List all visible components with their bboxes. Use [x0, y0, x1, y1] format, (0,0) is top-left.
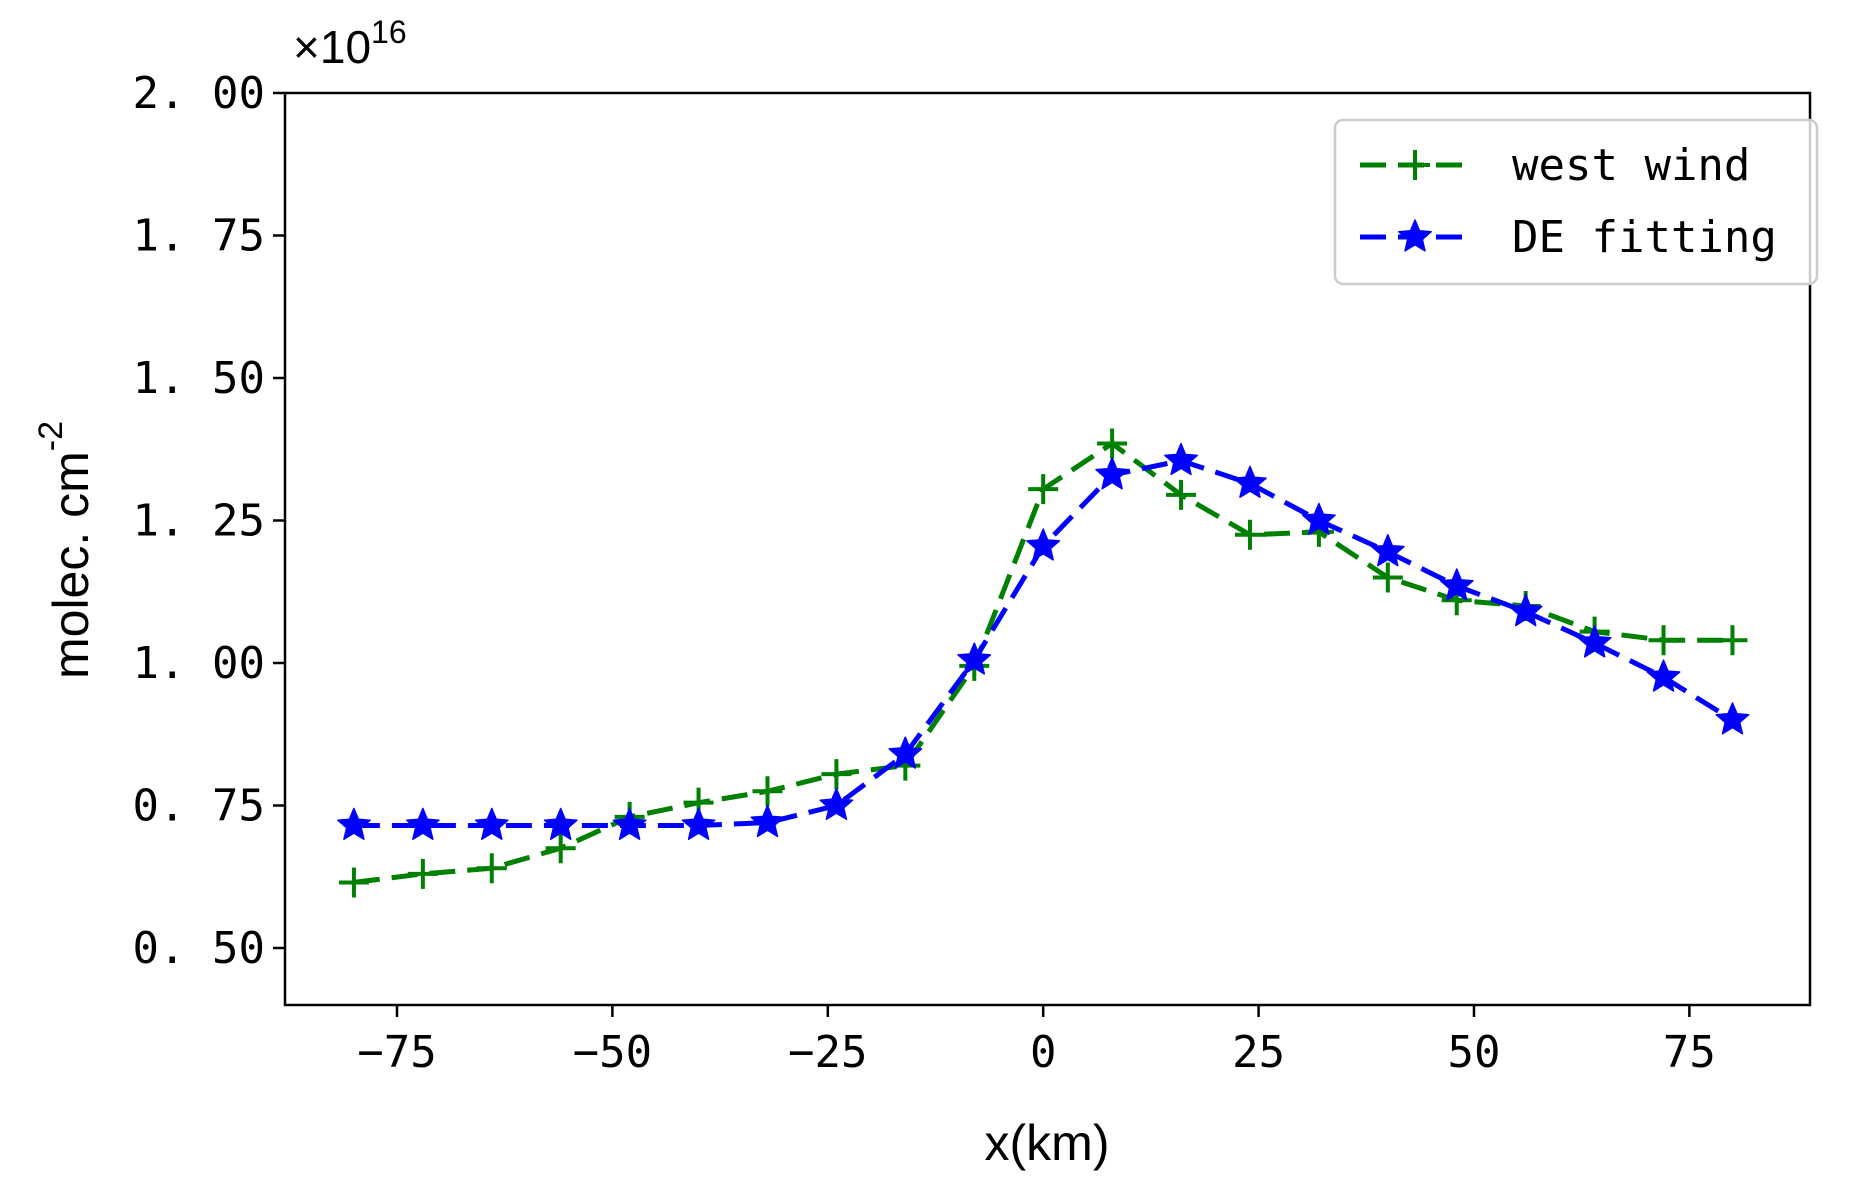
x-tick-label: −50: [573, 1027, 652, 1078]
y-tick-label: 2. 00: [133, 68, 265, 119]
data-point-de-fitting: [1233, 465, 1267, 498]
data-point-west-wind: [1648, 625, 1679, 656]
legend-entries: west wind DE fitting: [1360, 140, 1777, 263]
series-layer: [337, 428, 1750, 898]
x-axis-ticks: −75 −50 −25 0 25 50 75: [357, 1005, 1716, 1078]
data-point-west-wind: [1234, 519, 1265, 550]
y-tick-label: 0. 50: [133, 923, 265, 974]
data-point-de-fitting: [1646, 659, 1681, 692]
y-multiplier-exponent: 16: [371, 14, 407, 50]
y-tick-label: 1. 50: [133, 353, 265, 404]
x-tick-label: 50: [1447, 1027, 1500, 1078]
y-multiplier-base: ×10: [293, 21, 371, 73]
legend-marker-west-wind: [1400, 150, 1430, 180]
data-point-de-fitting: [337, 807, 371, 840]
data-point-de-fitting: [1715, 702, 1750, 735]
data-point-de-fitting: [957, 642, 992, 675]
y-axis-ticks: 0. 50 0. 75 1. 00 1. 25 1. 50 1. 75 2. 00: [133, 68, 285, 974]
data-point-west-wind: [1028, 474, 1059, 505]
data-point-de-fitting: [1095, 457, 1130, 490]
y-axis-label: molec. cm: [43, 451, 99, 679]
data-point-west-wind: [1372, 562, 1403, 593]
x-tick-label: −75: [357, 1027, 436, 1078]
data-point-west-wind: [545, 833, 576, 864]
data-point-west-wind: [1097, 428, 1128, 459]
y-tick-label: 1. 25: [133, 496, 265, 547]
data-point-de-fitting: [1508, 593, 1543, 627]
data-point-west-wind: [338, 867, 369, 898]
data-point-de-fitting: [1164, 442, 1198, 476]
data-point-de-fitting: [1370, 534, 1405, 567]
data-point-de-fitting: [543, 807, 578, 840]
legend-frame: [1333, 118, 1819, 286]
data-point-west-wind: [1166, 479, 1197, 510]
data-point-de-fitting: [1026, 528, 1061, 561]
data-point-west-wind: [1717, 625, 1748, 656]
legend-marker-de-fitting: [1398, 219, 1432, 252]
x-tick-label: −25: [788, 1027, 867, 1078]
legend: west wind DE fitting: [1333, 118, 1819, 286]
legend-label-de-fitting: DE fitting: [1512, 212, 1777, 263]
data-point-de-fitting: [1439, 568, 1474, 601]
data-point-de-fitting: [888, 736, 923, 769]
data-point-west-wind: [752, 776, 783, 807]
y-multiplier: ×1016: [293, 14, 407, 73]
x-tick-label: 25: [1232, 1027, 1285, 1078]
data-point-de-fitting: [819, 787, 854, 821]
legend-label-west-wind: west wind: [1512, 140, 1750, 191]
data-point-de-fitting: [612, 807, 647, 840]
x-axis-label: x(km): [985, 1115, 1110, 1171]
svg-text:molec. cm-2: molec. cm-2: [32, 421, 99, 679]
y-axis-label-exponent: -2: [32, 421, 70, 451]
x-tick-label: 75: [1663, 1027, 1716, 1078]
x-tick-label: 0: [1030, 1027, 1057, 1078]
y-tick-label: 1. 00: [133, 638, 265, 689]
data-point-de-fitting: [474, 807, 509, 840]
data-point-west-wind: [821, 759, 852, 790]
data-point-de-fitting: [750, 804, 785, 838]
data-point-west-wind: [476, 853, 507, 884]
plot-frame: [283, 91, 1812, 1007]
data-point-de-fitting: [1577, 625, 1612, 658]
data-point-de-fitting: [681, 807, 716, 840]
y-tick-label: 1. 75: [133, 211, 265, 262]
data-point-west-wind: [407, 858, 438, 889]
data-point-de-fitting: [405, 807, 440, 840]
y-tick-label: 0. 75: [133, 781, 265, 832]
data-point-de-fitting: [1301, 502, 1336, 536]
y-axis-label-group: molec. cm-2: [32, 421, 99, 679]
